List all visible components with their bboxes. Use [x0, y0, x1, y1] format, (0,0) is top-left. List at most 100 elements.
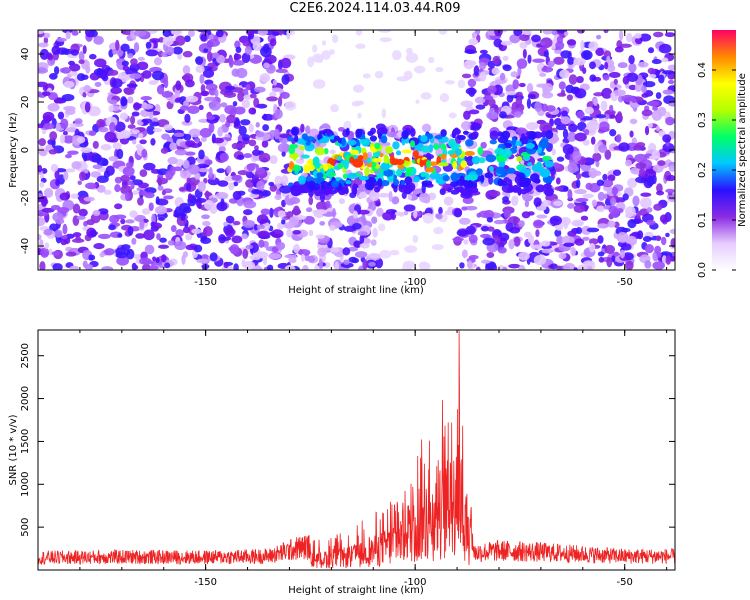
heatmap-cell	[452, 160, 458, 170]
heatmap-cell	[555, 124, 567, 131]
heatmap-cell	[429, 172, 441, 180]
heatmap-cell	[98, 126, 109, 133]
heatmap-cell	[72, 203, 81, 214]
heatmap-cell	[65, 251, 77, 257]
heatmap-cell	[495, 166, 506, 175]
heatmap-cell	[381, 108, 387, 119]
heatmap-cell	[262, 113, 268, 121]
heatmap-cell	[460, 100, 474, 108]
heatmap-cell	[522, 48, 527, 59]
heatmap-cell	[364, 166, 370, 177]
heatmap-cell	[532, 219, 544, 229]
heatmap-cell	[94, 58, 107, 68]
heatmap-cell	[343, 259, 350, 265]
heatmap-cell	[653, 203, 663, 211]
heatmap-cell	[531, 34, 541, 43]
heatmap-cell	[59, 192, 70, 201]
heatmap-cell	[151, 222, 163, 229]
colorbar	[712, 30, 736, 270]
heatmap-cell	[273, 128, 280, 140]
heatmap-cell	[187, 193, 193, 201]
heatmap-cell	[507, 167, 516, 174]
heatmap-cell	[148, 265, 159, 270]
heatmap-cell	[575, 173, 582, 180]
heatmap-cell	[561, 235, 575, 245]
heatmap-cell	[78, 59, 85, 65]
heatmap-cell	[38, 193, 43, 198]
spectrogram-y-tick-label: -20	[20, 190, 31, 206]
heatmap-cell	[541, 248, 554, 254]
heatmap-cell	[249, 242, 259, 253]
colorbar-tick-label: 0.3	[697, 112, 708, 128]
heatmap-cell	[120, 185, 132, 195]
heatmap-cell	[215, 30, 224, 38]
heatmap-cell	[611, 84, 622, 90]
heatmap-cell	[458, 217, 471, 225]
heatmap-cell	[114, 203, 123, 210]
heatmap-cell	[175, 229, 184, 237]
heatmap-cell	[60, 67, 72, 74]
heatmap-cell	[561, 110, 568, 117]
heatmap-cell	[403, 210, 409, 216]
heatmap-cell	[92, 210, 101, 216]
heatmap-cell	[233, 106, 246, 115]
heatmap-cell	[268, 181, 275, 187]
heatmap-cell	[559, 69, 570, 79]
heatmap-cell	[57, 111, 65, 120]
heatmap-cell	[391, 196, 400, 205]
heatmap-cell	[185, 79, 195, 88]
heatmap-cell	[497, 136, 509, 144]
heatmap-cell	[628, 55, 635, 65]
heatmap-cell	[489, 139, 497, 145]
heatmap-cell	[493, 38, 503, 48]
heatmap-cell	[108, 155, 119, 162]
heatmap-cell	[460, 121, 472, 131]
heatmap-cell	[46, 52, 53, 60]
heatmap-cell	[220, 102, 228, 108]
heatmap-cell	[243, 153, 253, 159]
heatmap-cell	[464, 150, 475, 157]
heatmap-cell	[204, 159, 213, 166]
heatmap-cell	[593, 97, 598, 106]
heatmap-cell	[77, 180, 82, 185]
heatmap-cell	[440, 153, 447, 160]
heatmap-cell	[56, 37, 67, 42]
heatmap-cell	[589, 74, 597, 82]
heatmap-cell	[156, 84, 165, 95]
colorbar-tick-label: 0.0	[697, 262, 708, 278]
heatmap-cell	[121, 60, 129, 67]
heatmap-cell	[208, 100, 222, 111]
heatmap-cell	[479, 71, 487, 82]
heatmap-cell	[600, 100, 608, 112]
heatmap-cell	[281, 74, 290, 85]
heatmap-cell	[499, 111, 507, 119]
heatmap-cell	[628, 84, 638, 91]
heatmap-cell	[551, 30, 558, 36]
heatmap-cell	[62, 223, 68, 235]
heatmap-cell	[488, 190, 501, 197]
heatmap-cell	[665, 232, 670, 238]
heatmap-cell	[180, 210, 186, 222]
heatmap-cell	[468, 109, 480, 115]
heatmap-cell	[288, 145, 296, 155]
heatmap-cell	[382, 162, 387, 169]
heatmap-cell	[254, 86, 266, 93]
heatmap-cell	[217, 180, 229, 187]
heatmap-cell	[231, 235, 243, 244]
heatmap-cell	[266, 96, 279, 102]
heatmap-cell	[457, 134, 466, 141]
heatmap-cell	[455, 148, 462, 156]
heatmap-cell	[198, 104, 204, 111]
heatmap-cell	[174, 98, 181, 103]
heatmap-cell	[625, 260, 634, 270]
heatmap-cell	[183, 206, 192, 214]
heatmap-cell	[527, 162, 533, 167]
heatmap-cell	[260, 208, 271, 216]
heatmap-cell	[292, 164, 302, 172]
heatmap-cell	[471, 155, 481, 165]
heatmap-cell	[644, 260, 652, 269]
heatmap-cell	[484, 172, 494, 179]
heatmap-cell	[308, 196, 314, 206]
heatmap-cell	[268, 91, 277, 97]
heatmap-cell	[604, 244, 616, 254]
